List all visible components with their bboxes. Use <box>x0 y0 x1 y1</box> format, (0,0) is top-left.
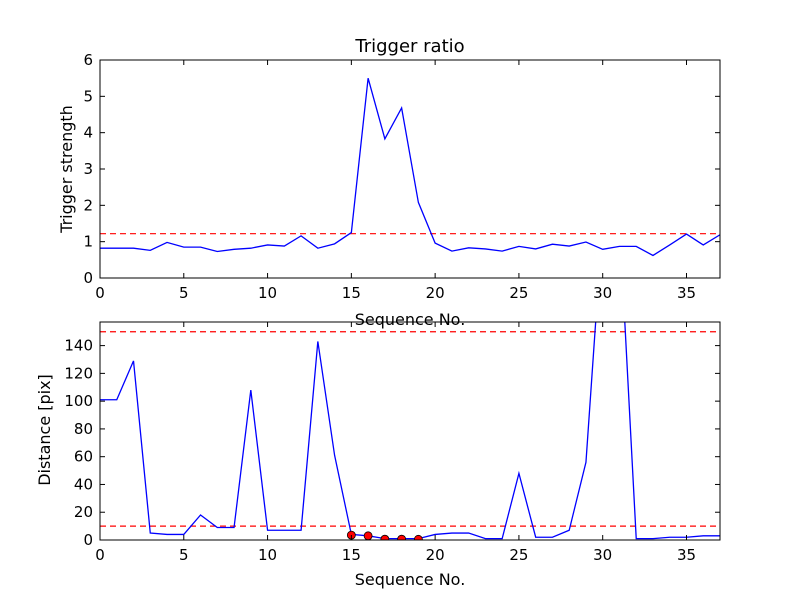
top-axes-frame <box>99 59 721 279</box>
bottom-x-tick-label: 5 <box>179 546 189 564</box>
bottom-x-tick-label: 20 <box>426 546 445 564</box>
bottom-marker-point <box>413 534 423 540</box>
top-chart-title: Trigger ratio <box>354 36 464 57</box>
bottom-axes-frame <box>99 321 721 541</box>
top-y-tick-label: 4 <box>83 124 93 142</box>
bottom-y-tick-label: 120 <box>64 364 93 382</box>
bottom-y-tick-label: 140 <box>64 337 93 355</box>
top-x-tick-label: 0 <box>95 284 105 302</box>
top-x-tick-label: 30 <box>593 284 612 302</box>
top-chart: Trigger ratio 0 5 10 15 20 25 30 35 0 1 2 3 4 5 6 Sequ… <box>57 36 721 329</box>
top-plot-area <box>100 77 720 257</box>
bottom-y-tick-label: 0 <box>83 531 93 549</box>
bottom-y-axis-label: Distance [pix] <box>35 374 54 486</box>
bottom-x-tick-label: 35 <box>677 546 696 564</box>
bottom-x-tick-label: 30 <box>593 546 612 564</box>
bottom-ticks: 0 5 10 15 20 25 30 35 0 20 40 60 80 100 120 140 <box>64 322 720 564</box>
bottom-x-tick-label: 10 <box>258 546 277 564</box>
bottom-x-tick-label: 25 <box>509 546 528 564</box>
top-y-tick-label: 0 <box>83 269 93 287</box>
top-y-tick-label: 2 <box>83 196 93 214</box>
bottom-x-axis-label: Sequence No. <box>355 570 466 589</box>
bottom-plot-area <box>100 322 720 540</box>
bottom-marker-point <box>397 534 407 540</box>
top-y-tick-label: 3 <box>83 160 93 178</box>
top-y-tick-label: 6 <box>83 51 93 69</box>
bottom-y-tick-label: 20 <box>74 503 93 521</box>
bottom-y-tick-label: 60 <box>74 448 93 466</box>
top-x-tick-label: 10 <box>258 284 277 302</box>
bottom-y-tick-label: 80 <box>74 420 93 438</box>
bottom-marker-point <box>380 534 390 540</box>
top-x-tick-label: 35 <box>677 284 696 302</box>
top-x-axis-label: Sequence No. <box>355 310 466 329</box>
top-y-axis-label: Trigger strength <box>57 105 76 234</box>
top-ticks: 0 5 10 15 20 25 30 35 0 1 2 3 4 5 6 <box>83 51 720 302</box>
top-x-tick-label: 5 <box>179 284 189 302</box>
bottom-x-tick-label: 0 <box>95 546 105 564</box>
top-x-tick-label: 20 <box>426 284 445 302</box>
bottom-series-line <box>100 322 720 540</box>
bottom-chart: 0 5 10 15 20 25 30 35 0 20 40 60 80 100 120 140 Sequenc… <box>35 321 721 589</box>
bottom-y-tick-label: 100 <box>64 392 93 410</box>
top-x-tick-label: 25 <box>509 284 528 302</box>
bottom-y-tick-label: 40 <box>74 475 93 493</box>
top-y-tick-label: 5 <box>83 87 93 105</box>
bottom-marker-point <box>363 531 373 540</box>
top-series-line <box>100 77 720 257</box>
top-y-tick-label: 1 <box>83 233 93 251</box>
bottom-x-tick-label: 15 <box>342 546 361 564</box>
top-x-tick-label: 15 <box>342 284 361 302</box>
